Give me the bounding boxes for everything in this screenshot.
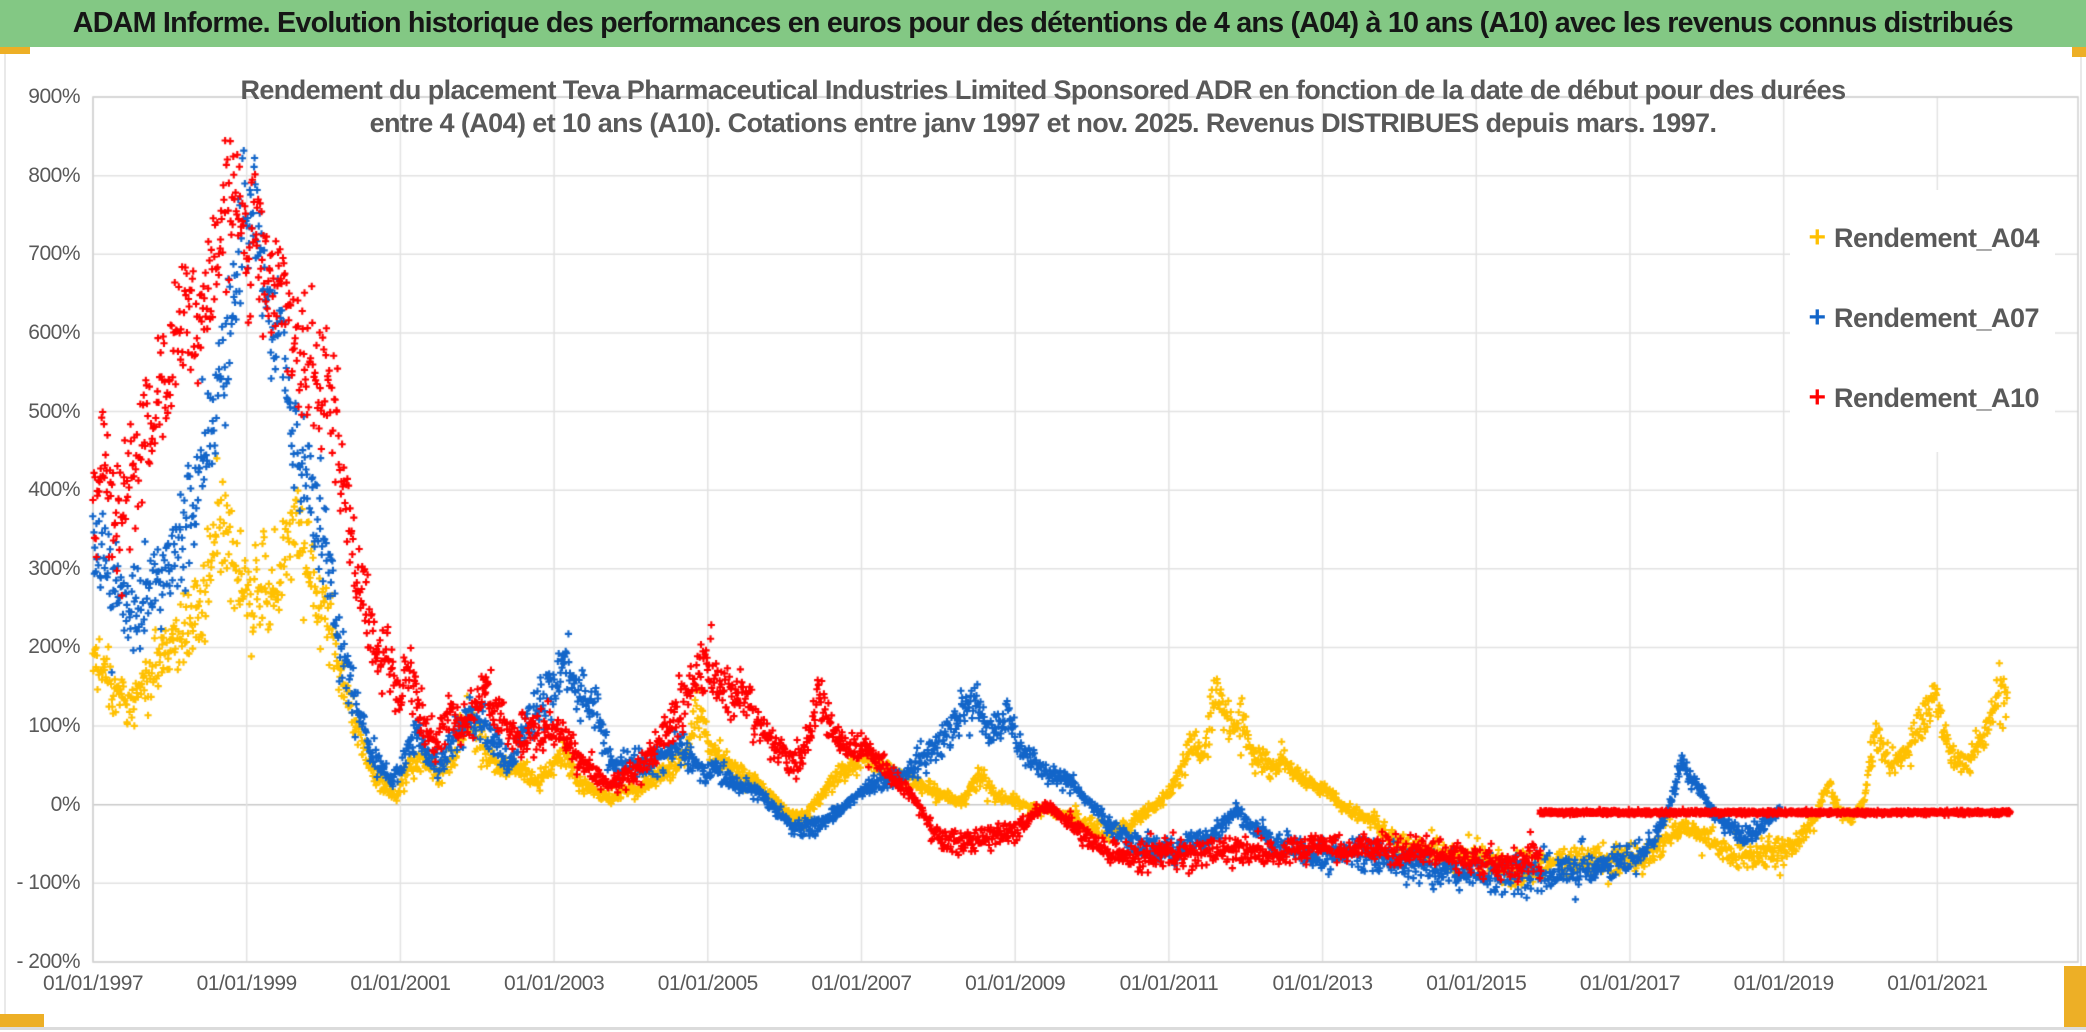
x-tick-label: 01/01/1997 (42, 972, 144, 995)
chart-title-line2: entre 4 (A04) et 10 ans (A10). Cotations… (369, 108, 1717, 138)
plus-marker-icon-a07: + (1808, 301, 1826, 334)
x-tick-label: 01/01/2001 (350, 972, 451, 995)
x-tick-label: 01/01/2017 (1579, 972, 1681, 995)
x-tick-label: 01/01/2019 (1733, 972, 1835, 995)
y-tick-label: - 100% (16, 871, 80, 895)
chart-legend: + Rendement_A04 + Rendement_A07 + Rendem… (1790, 190, 2056, 452)
chart-title-line1: Rendement du placement Teva Pharmaceutic… (240, 75, 1846, 105)
legend-item-a07: + Rendement_A07 (1800, 278, 2039, 358)
legend-item-a10: + Rendement_A10 (1800, 358, 2039, 438)
y-tick-label: 800% (28, 163, 80, 187)
plus-marker-icon-a10: + (1808, 381, 1826, 414)
x-tick-label: 01/01/2009 (965, 972, 1066, 995)
x-tick-label: 01/01/1999 (196, 972, 298, 995)
legend-item-a04: + Rendement_A04 (1800, 198, 2039, 278)
x-tick-label: 01/01/2015 (1426, 972, 1527, 995)
gold-accent-bottom-left (0, 1014, 44, 1027)
y-tick-label: 300% (28, 556, 80, 580)
y-tick-label: 600% (28, 320, 80, 344)
gold-accent-top-right (2072, 47, 2086, 57)
report-header-bar: ADAM Informe. Evolution historique des p… (0, 0, 2086, 47)
report-header-title: ADAM Informe. Evolution historique des p… (72, 7, 2014, 39)
x-tick-label: 01/01/2021 (1887, 972, 1988, 995)
y-tick-label: 700% (28, 242, 80, 266)
legend-label-a04: Rendement_A04 (1834, 222, 2040, 253)
y-tick-label: 400% (28, 478, 80, 502)
y-tick-label: - 200% (16, 950, 80, 973)
gold-accent-bottom-right (2064, 966, 2086, 1027)
x-tick-label: 01/01/2013 (1272, 972, 1374, 995)
x-tick-label: 01/01/2007 (811, 972, 912, 995)
y-tick-label: 200% (28, 635, 80, 659)
x-tick-label: 01/01/2003 (504, 972, 605, 995)
legend-label-a10: Rendement_A10 (1834, 382, 2040, 413)
x-tick-label: 01/01/2011 (1119, 972, 1219, 995)
plus-marker-icon-a04: + (1808, 221, 1826, 254)
x-tick-label: 01/01/2005 (657, 972, 759, 995)
y-tick-label: 0% (50, 792, 81, 816)
legend-label-a07: Rendement_A07 (1834, 302, 2040, 333)
y-tick-label: 500% (28, 399, 80, 423)
y-tick-label: 900% (28, 85, 80, 108)
y-tick-label: 100% (28, 714, 80, 738)
gold-accent-top-left (0, 47, 30, 54)
chart-title: Rendement du placement Teva Pharmaceutic… (0, 74, 2086, 140)
